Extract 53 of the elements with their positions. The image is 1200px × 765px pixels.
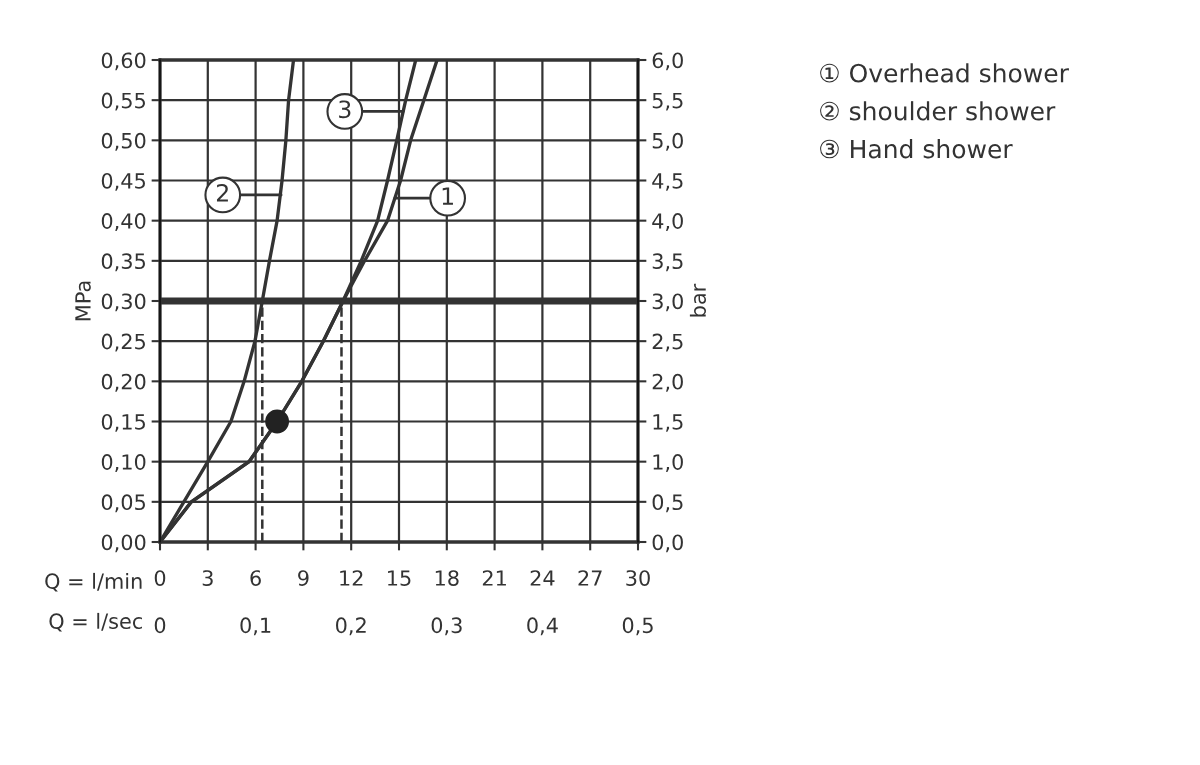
text: ③ Hand shower	[820, 139, 1013, 159]
x-tick-label: 3	[202, 570, 213, 586]
y-tick-label: 0,10	[101, 454, 146, 472]
y-tick-label: 0,60	[101, 52, 146, 71]
y2-axis-title: bar	[689, 283, 707, 317]
y2-tick-label: 4,5	[652, 173, 683, 191]
y-tick-label: 0,05	[101, 494, 145, 513]
y-tick-label: 0,30	[101, 293, 146, 312]
y2-tick-label: 2,0	[652, 373, 683, 392]
y2-tick-label: 3,0	[652, 293, 683, 312]
x-tick-label: 12	[340, 570, 363, 586]
y2-tick-label: 0,0	[652, 534, 683, 553]
y2-tick-label: 6,0	[652, 52, 683, 71]
x-tick-label: 21	[482, 570, 506, 586]
annotation: 2	[216, 183, 228, 202]
y-tick-label: 0,40	[101, 213, 146, 231]
x2-tick-label: 0,5	[622, 617, 653, 636]
y2-tick-label: 0,5	[652, 494, 683, 513]
x2-tick-label: 0,4	[527, 617, 558, 636]
x-tick-label: 18	[435, 570, 459, 586]
x2-tick-label: 0,1	[240, 617, 271, 636]
y2-tick-label: 3,5	[652, 253, 683, 272]
text: ② shoulder shower	[820, 101, 1056, 121]
text: ① Overhead shower	[820, 63, 1069, 83]
y-axis-title: MPa	[75, 281, 91, 321]
y2-tick-label: 2,5	[652, 333, 683, 352]
x2-axis-title: Q = l/sec	[49, 612, 142, 632]
x-tick-label: 6	[250, 570, 261, 586]
x-tick-label: 24	[530, 570, 555, 586]
y2-tick-label: 5,5	[652, 92, 683, 111]
x-tick-label: 9	[298, 570, 309, 586]
y-tick-label: 0,45	[101, 172, 145, 191]
y-tick-label: 0,20	[101, 373, 146, 392]
annotation: 1	[442, 187, 453, 205]
y-tick-label: 0,35	[101, 253, 145, 272]
y-tick-label: 0,50	[101, 132, 146, 151]
y2-tick-label: 1,0	[653, 454, 683, 472]
x-tick-label: 0	[154, 570, 166, 586]
x2-tick-label: 0,2	[336, 617, 366, 636]
y2-tick-label: 4,0	[652, 213, 683, 231]
y-tick-label: 0,25	[101, 333, 145, 352]
y-tick-label: 0,15	[101, 413, 145, 432]
x-tick-label: 15	[388, 570, 411, 586]
y2-tick-label: 1,5	[653, 414, 683, 432]
y2-tick-label: 5,0	[652, 132, 683, 151]
x-tick-label: 27	[578, 570, 602, 586]
x-tick-label: 30	[626, 570, 650, 586]
y-tick-label: 0,00	[101, 534, 146, 553]
annotation: 3	[339, 100, 351, 119]
y-tick-label: 0,55	[101, 92, 145, 111]
x2-tick-label: 0,3	[431, 617, 462, 636]
x2-tick-label: 0	[154, 617, 166, 634]
x-axis-title: Q = l/min	[45, 572, 142, 592]
